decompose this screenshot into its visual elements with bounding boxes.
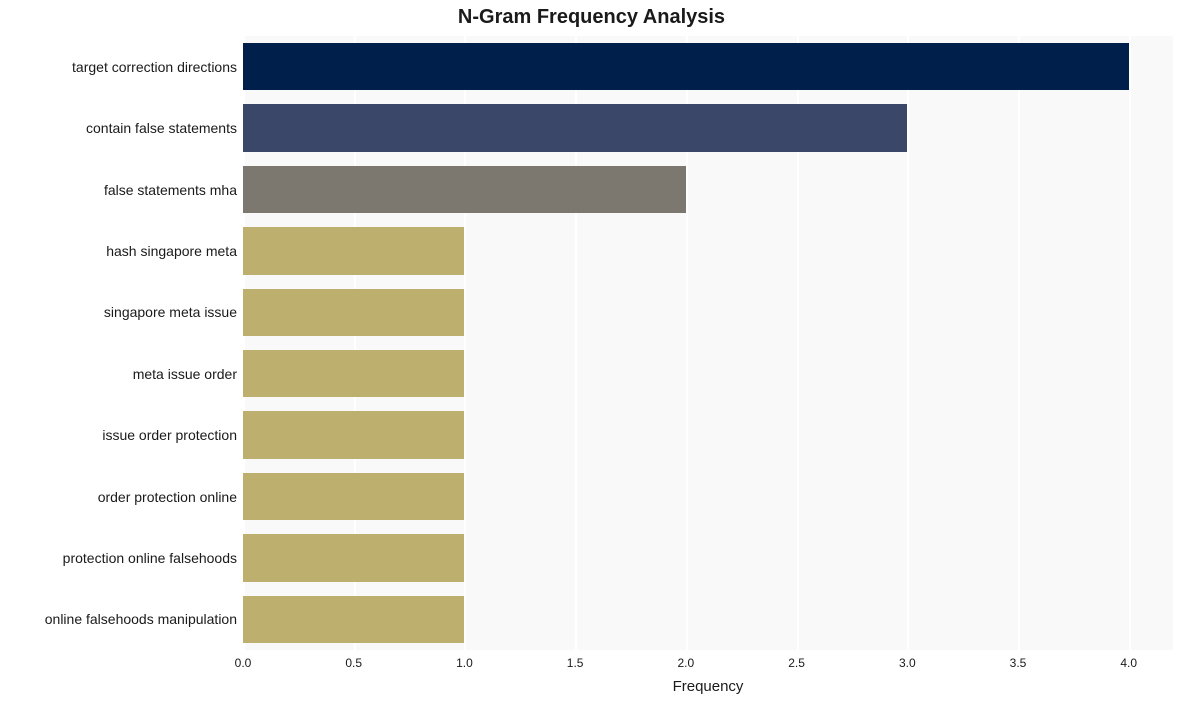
- bar: [243, 350, 464, 397]
- x-tick-label: 4.0: [1120, 656, 1137, 670]
- y-tick-label: contain false statements: [7, 121, 237, 135]
- x-tick-label: 1.0: [456, 656, 473, 670]
- y-tick-label: singapore meta issue: [7, 305, 237, 319]
- y-tick-label: meta issue order: [7, 367, 237, 381]
- y-tick-label: issue order protection: [7, 428, 237, 442]
- y-tick-label: hash singapore meta: [7, 244, 237, 258]
- y-tick-label: order protection online: [7, 490, 237, 504]
- bar: [243, 227, 464, 274]
- x-tick-label: 2.0: [678, 656, 695, 670]
- bar: [243, 104, 907, 151]
- x-tick-label: 1.5: [567, 656, 584, 670]
- grid-line: [1129, 36, 1131, 650]
- bar: [243, 411, 464, 458]
- x-tick-label: 3.5: [1010, 656, 1027, 670]
- x-tick-label: 0.0: [235, 656, 252, 670]
- bar: [243, 289, 464, 336]
- y-tick-label: false statements mha: [7, 183, 237, 197]
- bar: [243, 166, 686, 213]
- bar: [243, 596, 464, 643]
- x-axis-label: Frequency: [243, 678, 1173, 695]
- y-tick-label: online falsehoods manipulation: [7, 612, 237, 626]
- x-tick-label: 3.0: [899, 656, 916, 670]
- grid-line: [907, 36, 909, 650]
- grid-line: [1018, 36, 1020, 650]
- y-tick-label: protection online falsehoods: [7, 551, 237, 565]
- ngram-frequency-chart: N-Gram Frequency Analysis Frequency 0.0 0…: [0, 0, 1183, 701]
- bar: [243, 43, 1129, 90]
- bar: [243, 473, 464, 520]
- bar: [243, 534, 464, 581]
- chart-title: N-Gram Frequency Analysis: [0, 6, 1183, 29]
- y-tick-label: target correction directions: [7, 60, 237, 74]
- x-tick-label: 0.5: [345, 656, 362, 670]
- x-tick-label: 2.5: [788, 656, 805, 670]
